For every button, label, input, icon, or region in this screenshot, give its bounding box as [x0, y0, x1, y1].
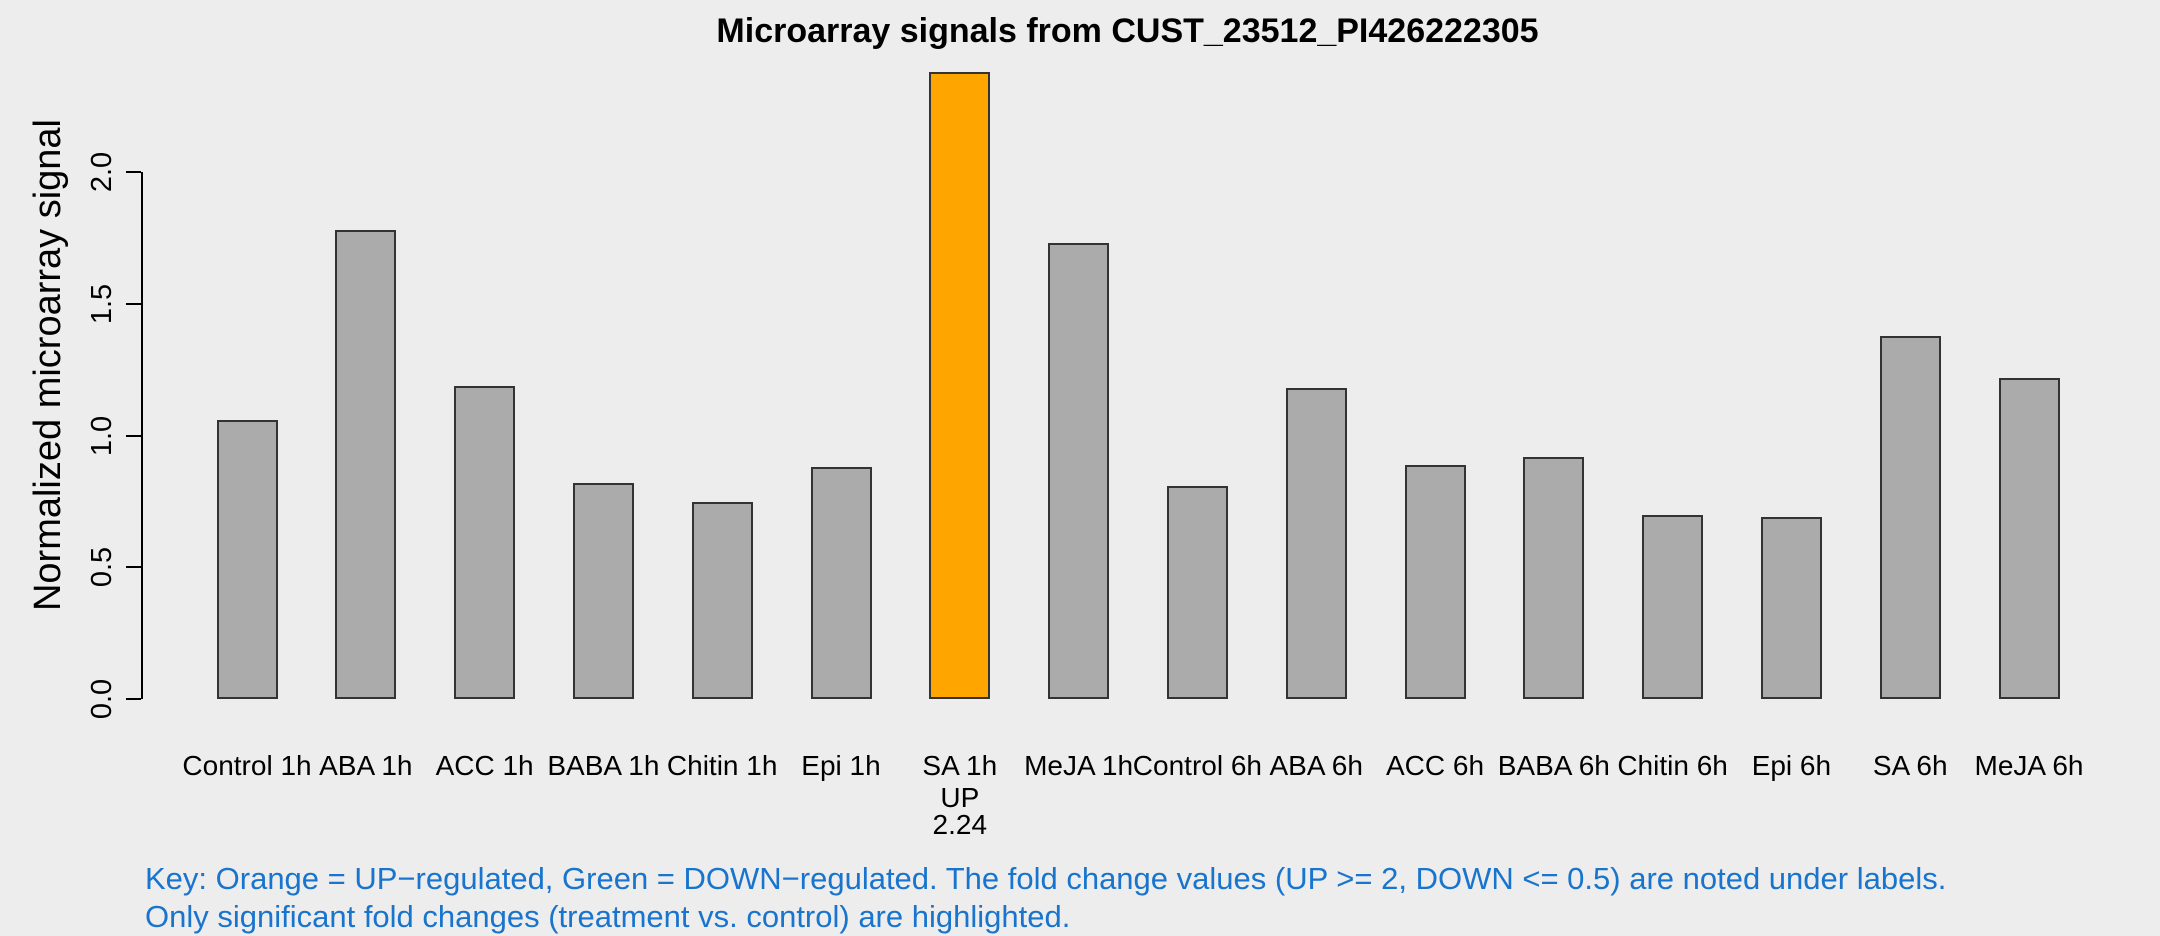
x-label-meja-1h: MeJA 1h	[1024, 750, 1134, 781]
x-label-chitin-1h: Chitin 1h	[666, 750, 778, 781]
x-label-meja-6h: MeJA 6h	[1974, 750, 2084, 781]
fold-change-annotation: 2.24	[932, 809, 988, 840]
y-tick-mark	[126, 171, 141, 174]
y-tick-mark	[126, 698, 141, 700]
bar-epi-1h	[810, 467, 872, 699]
x-label-control-1h: Control 1h	[182, 750, 312, 781]
y-tick-label: 0.5	[86, 547, 118, 588]
y-tick-label: 1.5	[86, 283, 118, 325]
chart-key: Key: Orange = UP−regulated, Green = DOWN…	[145, 860, 1946, 936]
x-label-sa-1h: SA 1h	[922, 750, 998, 781]
y-axis-title: Normalized microarray signal	[27, 118, 69, 612]
x-label-aba-1h: ABA 1h	[319, 750, 413, 781]
bar-acc-1h	[454, 385, 516, 699]
chart-title: Microarray signals from CUST_23512_PI426…	[716, 12, 1539, 50]
x-label-baba-1h: BABA 1h	[547, 750, 660, 781]
x-label-control-6h: Control 6h	[1132, 750, 1262, 781]
bar-sa-6h	[1879, 335, 1941, 699]
y-axis-line	[141, 172, 143, 699]
bar-baba-6h	[1523, 456, 1585, 699]
x-label-acc-6h: ACC 6h	[1385, 750, 1485, 781]
bar-control-6h	[1166, 485, 1228, 699]
x-label-chitin-6h: Chitin 6h	[1617, 750, 1728, 781]
bar-aba-6h	[1285, 388, 1347, 699]
bar-sa-1h	[929, 72, 991, 699]
bar-aba-1h	[335, 230, 397, 699]
x-label-sa-6h: SA 6h	[1872, 750, 1948, 781]
bar-meja-6h	[1998, 377, 2060, 699]
x-label-epi-6h: Epi 6h	[1751, 750, 1832, 781]
y-tick-mark	[126, 566, 141, 569]
bar-control-1h	[216, 419, 278, 699]
bar-baba-1h	[572, 483, 634, 699]
fold-change-annotation: UP	[940, 782, 980, 813]
bar-acc-6h	[1404, 464, 1466, 699]
y-tick-mark	[126, 434, 141, 437]
y-tick-label: 2.0	[86, 152, 118, 193]
y-tick-label: 0.0	[86, 678, 118, 720]
x-label-baba-6h: BABA 6h	[1497, 750, 1610, 781]
y-tick-label: 1.0	[86, 415, 118, 456]
bar-chitin-1h	[691, 501, 753, 699]
bar-epi-6h	[1760, 517, 1822, 699]
x-label-aba-6h: ABA 6h	[1269, 750, 1363, 781]
x-label-epi-1h: Epi 1h	[801, 750, 881, 781]
y-tick-mark	[126, 303, 141, 306]
bar-chitin-6h	[1642, 514, 1704, 699]
key-line-2: Only significant fold changes (treatment…	[145, 899, 1071, 934]
key-line-1: Key: Orange = UP−regulated, Green = DOWN…	[145, 861, 1947, 896]
bar-meja-1h	[1048, 243, 1110, 699]
x-label-acc-1h: ACC 1h	[435, 750, 534, 781]
